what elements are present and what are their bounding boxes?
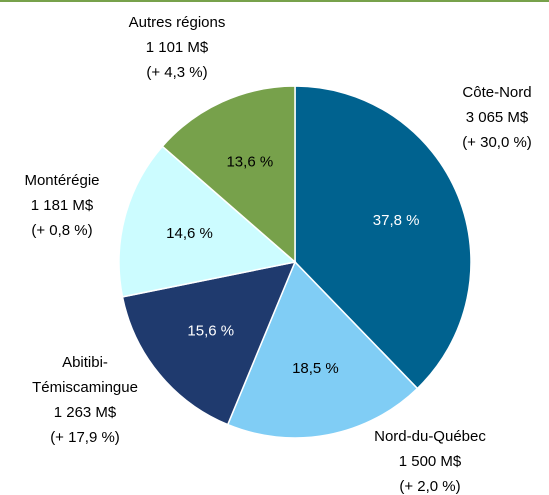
amount-label: 1 181 M$ — [30, 197, 94, 214]
pie-slice — [226, 260, 419, 439]
amount-label: 1 263 M$ — [53, 404, 117, 421]
pie-slice — [294, 85, 472, 390]
change-label: (+ 0,8 %) — [31, 222, 93, 239]
slice-label: 37,8 % — [373, 212, 420, 229]
slice-label: 18,5 % — [292, 360, 339, 377]
pie-slice — [118, 145, 297, 298]
pie-slice — [161, 85, 296, 264]
change-label: (+ 17,9 %) — [50, 429, 120, 446]
amount-label: 1 101 M$ — [145, 39, 209, 56]
amount-label: 3 065 M$ — [465, 109, 529, 126]
region-name: Autres régions — [128, 14, 226, 31]
change-label: (+ 30,0 %) — [462, 134, 532, 151]
region-name: Montérégie — [24, 172, 100, 189]
slice-label: 14,6 % — [166, 225, 213, 242]
region-name: Nord-du-Québec — [374, 428, 486, 445]
change-label: (+ 4,3 %) — [146, 64, 208, 81]
amount-label: 1 500 M$ — [398, 453, 462, 470]
slice-label: 15,6 % — [187, 322, 234, 339]
slice-label: 13,6 % — [226, 154, 273, 171]
region-name: Abitibi-Témiscamingue — [32, 354, 138, 396]
change-label: (+ 2,0 %) — [399, 478, 461, 495]
pie-slice — [121, 260, 297, 426]
region-name: Côte-Nord — [462, 84, 532, 101]
